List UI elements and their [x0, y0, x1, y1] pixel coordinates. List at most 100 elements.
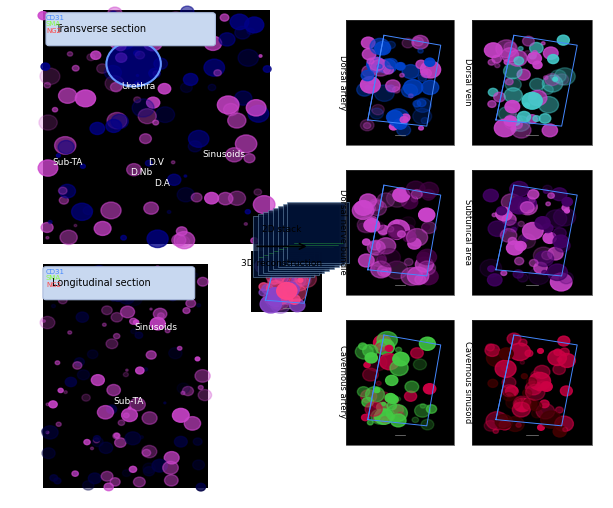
Circle shape	[392, 231, 402, 239]
Circle shape	[191, 193, 202, 202]
Bar	[472, 170, 592, 295]
Circle shape	[276, 293, 289, 304]
Circle shape	[504, 88, 522, 103]
Circle shape	[115, 42, 126, 51]
Circle shape	[422, 80, 439, 94]
Circle shape	[367, 57, 385, 72]
Circle shape	[97, 64, 108, 73]
Circle shape	[409, 94, 413, 98]
Circle shape	[487, 274, 502, 286]
Circle shape	[394, 119, 406, 129]
Circle shape	[522, 36, 535, 46]
Circle shape	[525, 103, 529, 107]
Circle shape	[505, 101, 520, 113]
Circle shape	[143, 35, 162, 51]
Circle shape	[119, 291, 135, 304]
Circle shape	[172, 408, 189, 422]
Circle shape	[527, 377, 536, 386]
Circle shape	[259, 289, 267, 296]
Circle shape	[42, 426, 58, 439]
Circle shape	[509, 197, 529, 214]
Circle shape	[177, 383, 189, 394]
Circle shape	[84, 439, 90, 444]
Circle shape	[510, 198, 514, 202]
Circle shape	[72, 66, 79, 71]
Circle shape	[254, 189, 262, 195]
Text: Sub-TA: Sub-TA	[113, 397, 144, 406]
Circle shape	[185, 417, 200, 430]
Circle shape	[529, 53, 536, 59]
Circle shape	[508, 50, 527, 66]
Circle shape	[238, 49, 259, 67]
Circle shape	[378, 266, 390, 276]
Circle shape	[205, 193, 218, 204]
Circle shape	[547, 264, 568, 280]
Circle shape	[390, 414, 406, 427]
Text: Sub-TA: Sub-TA	[52, 158, 83, 167]
Circle shape	[110, 11, 117, 17]
Circle shape	[58, 140, 74, 154]
Circle shape	[374, 222, 384, 231]
Circle shape	[510, 181, 528, 197]
Circle shape	[268, 296, 280, 306]
Circle shape	[517, 396, 524, 402]
Circle shape	[495, 415, 512, 429]
Circle shape	[528, 189, 539, 199]
Circle shape	[131, 329, 136, 334]
Text: Dorsal artery: Dorsal artery	[338, 55, 346, 110]
Circle shape	[46, 403, 50, 406]
Circle shape	[268, 276, 284, 290]
Circle shape	[158, 313, 164, 319]
Circle shape	[377, 193, 395, 207]
Circle shape	[164, 452, 179, 464]
Circle shape	[485, 344, 500, 357]
Circle shape	[371, 261, 391, 278]
Bar	[283, 204, 344, 265]
Circle shape	[495, 64, 500, 68]
Circle shape	[196, 483, 205, 491]
Circle shape	[389, 123, 398, 130]
Circle shape	[534, 262, 547, 273]
Circle shape	[379, 230, 387, 236]
Circle shape	[503, 64, 522, 79]
Text: 3D reconstruction: 3D reconstruction	[242, 259, 322, 268]
Circle shape	[251, 238, 258, 243]
Circle shape	[128, 269, 138, 277]
Circle shape	[362, 49, 376, 60]
Circle shape	[560, 348, 569, 356]
Circle shape	[76, 312, 88, 322]
Circle shape	[424, 384, 436, 394]
Circle shape	[501, 194, 522, 210]
Circle shape	[417, 252, 430, 263]
Circle shape	[508, 237, 517, 244]
Circle shape	[536, 404, 555, 419]
Circle shape	[106, 273, 117, 283]
Circle shape	[381, 417, 389, 423]
Circle shape	[118, 36, 134, 49]
Circle shape	[144, 202, 158, 214]
Circle shape	[264, 271, 268, 276]
Circle shape	[373, 388, 378, 392]
Circle shape	[360, 390, 376, 403]
Circle shape	[529, 372, 550, 390]
Circle shape	[144, 368, 148, 371]
Circle shape	[363, 344, 378, 357]
Text: Sinusoids: Sinusoids	[135, 323, 178, 332]
Circle shape	[204, 59, 224, 76]
Text: Subtunical area: Subtunical area	[463, 199, 472, 265]
Circle shape	[517, 111, 531, 122]
Circle shape	[417, 99, 426, 107]
Circle shape	[177, 346, 182, 350]
Circle shape	[546, 210, 567, 228]
Circle shape	[83, 280, 91, 287]
Bar	[346, 170, 454, 295]
Circle shape	[419, 208, 435, 221]
Bar	[472, 20, 592, 145]
FancyBboxPatch shape	[43, 267, 195, 300]
Circle shape	[73, 362, 82, 369]
Circle shape	[193, 438, 202, 445]
Circle shape	[362, 415, 369, 421]
Circle shape	[180, 83, 192, 92]
Circle shape	[554, 228, 566, 239]
Circle shape	[502, 385, 517, 397]
